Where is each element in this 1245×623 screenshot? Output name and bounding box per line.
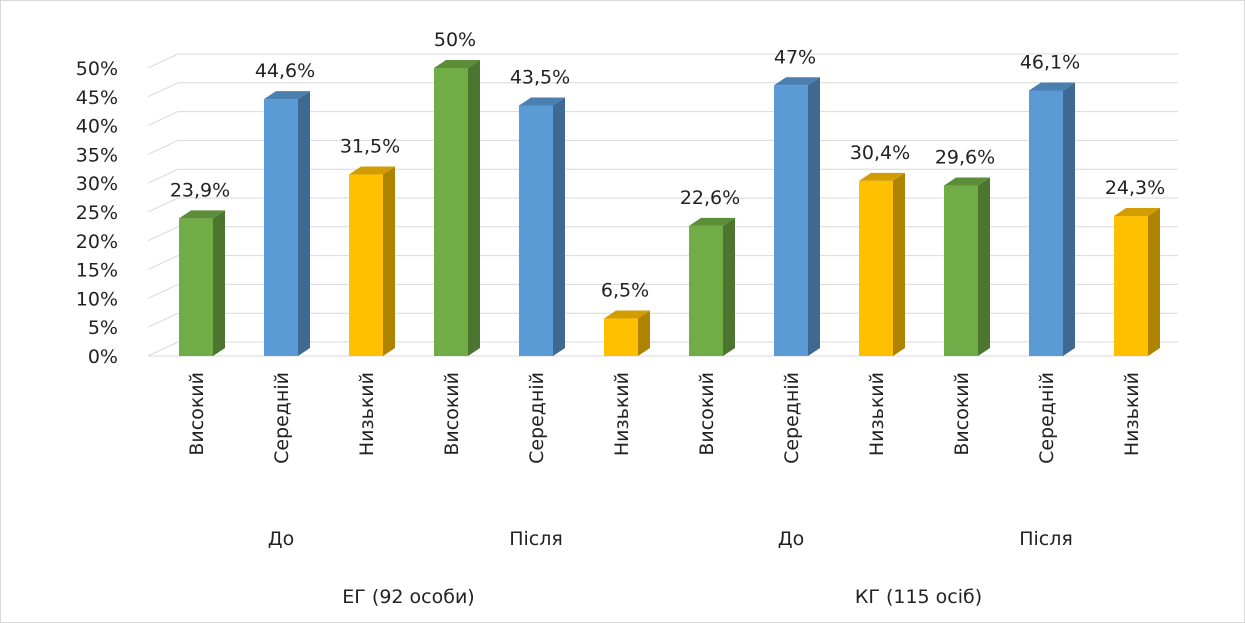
gridline [147,82,1178,98]
bar [774,77,820,356]
gridline [147,168,1178,184]
period-group-label: До [268,528,294,550]
gridline [147,197,1178,213]
bar [179,210,225,356]
data-label: 22,6% [680,187,740,209]
category-label: Високий [186,372,208,456]
grid-layer [147,53,1178,357]
bar [944,177,990,356]
bar [859,172,905,356]
data-label: 24,3% [1105,177,1165,199]
data-label: 23,9% [170,179,230,201]
y-tick-label: 15% [76,260,118,282]
y-tick-label: 5% [88,317,118,339]
y-axis: 0% 5% 10% 15% 20% 25% 30% 35% 40% 45% 50% [76,58,118,368]
gridline [147,283,1178,299]
sample-group-label: ЕГ (92 особи) [342,586,474,608]
data-label: 30,4% [850,142,910,164]
category-label: Середній [271,372,293,464]
data-label: 46,1% [1020,51,1080,73]
bar [604,310,650,356]
gridline [147,226,1178,242]
category-label: Високий [441,372,463,456]
x-axis-groups: До Після До Після ЕГ (92 особи) КГ (115 осіб) [268,528,1073,608]
y-tick-label: 35% [76,144,118,166]
bar [434,60,480,356]
sample-group-label: КГ (115 осіб) [855,586,982,608]
category-label: Низький [356,372,378,456]
period-group-label: Після [1019,528,1073,550]
y-tick-label: 25% [76,202,118,224]
y-tick-label: 50% [76,58,118,80]
gridline [147,255,1178,271]
category-label: Високий [951,372,973,456]
category-label: Середній [781,372,803,464]
bar [519,97,565,356]
bar [1029,82,1075,357]
bar [1114,208,1160,356]
y-tick-label: 10% [76,288,118,310]
y-tick-label: 45% [76,87,118,109]
data-label: 50% [434,29,476,51]
data-label: 31,5% [340,136,400,158]
bar [264,91,310,356]
bar [349,166,395,356]
y-tick-label: 30% [76,173,118,195]
y-tick-label: 40% [76,116,118,138]
x-axis-categories: Високий Середній Низький Високий Середній Низ… [186,372,1143,464]
category-label: Середній [526,372,548,464]
category-label: Низький [611,372,633,456]
gridline [147,53,1178,69]
category-label: Низький [866,372,888,456]
y-tick-label: 0% [88,346,118,368]
bar [689,217,735,356]
data-label: 47% [774,46,816,68]
category-label: Низький [1121,372,1143,456]
y-tick-label: 20% [76,231,118,253]
gridline [147,312,1178,328]
category-label: Середній [1036,372,1058,464]
data-label-layer: 23,9% 44,6% 31,5% 50% 43,5% 6,5% 22,6% 47% 30,4%… [170,29,1165,302]
data-label: 44,6% [255,60,315,82]
data-label: 29,6% [935,147,995,169]
period-group-label: До [778,528,804,550]
period-group-label: Після [509,528,563,550]
gridline [147,111,1178,127]
category-label: Високий [696,372,718,456]
data-label: 43,5% [510,66,570,88]
data-label: 6,5% [601,280,649,302]
gridline [147,139,1178,155]
bar-layer [179,60,1160,357]
gridline [147,341,1178,357]
